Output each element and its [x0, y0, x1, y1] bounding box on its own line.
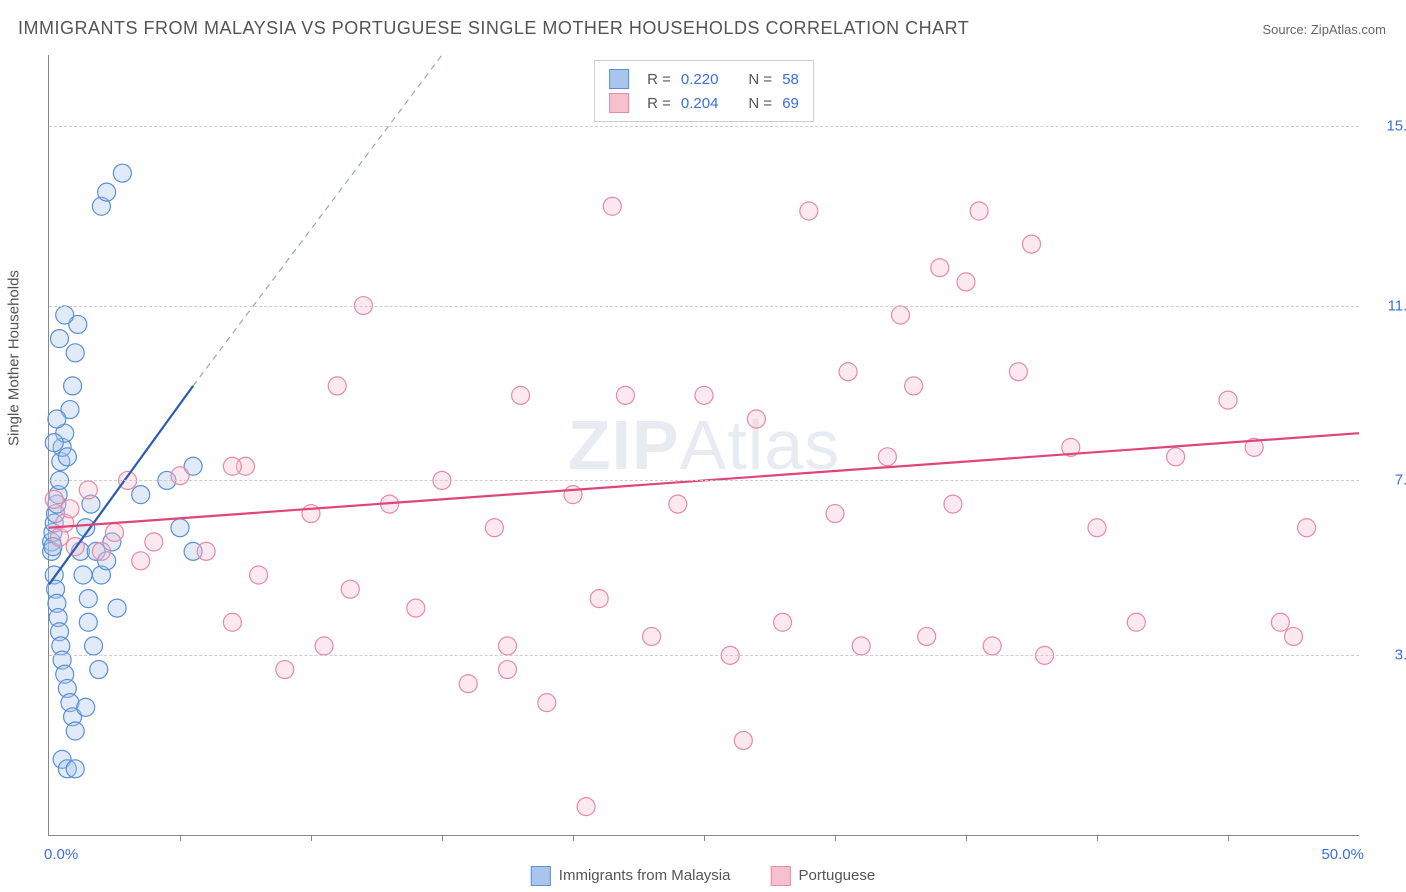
data-point: [79, 481, 97, 499]
y-tick-label: 11.2%: [1369, 297, 1406, 314]
y-axis-title: Single Mother Households: [6, 270, 23, 446]
data-point: [512, 386, 530, 404]
data-point: [45, 434, 63, 452]
data-point: [79, 590, 97, 608]
data-point: [132, 486, 150, 504]
data-point: [892, 306, 910, 324]
data-point: [499, 661, 517, 679]
data-point: [590, 590, 608, 608]
scatter-plot-area: ZIPAtlas R = 0.220 N = 58 R = 0.204 N = …: [48, 55, 1359, 836]
data-point: [145, 533, 163, 551]
data-point: [826, 505, 844, 523]
data-point: [79, 613, 97, 631]
data-point: [1009, 363, 1027, 381]
source-label: Source:: [1262, 22, 1310, 37]
data-point: [50, 330, 68, 348]
data-point: [108, 599, 126, 617]
y-tick-label: 15.0%: [1369, 117, 1406, 134]
data-point: [1219, 391, 1237, 409]
x-axis-max-label: 50.0%: [1321, 846, 1364, 863]
x-axis-min-label: 0.0%: [44, 846, 78, 863]
data-point: [56, 306, 74, 324]
data-point: [1088, 519, 1106, 537]
data-point: [747, 410, 765, 428]
data-point: [1127, 613, 1145, 631]
data-point: [45, 490, 63, 508]
y-tick-label: 3.8%: [1369, 647, 1406, 664]
data-point: [1167, 448, 1185, 466]
data-point: [499, 637, 517, 655]
data-point: [74, 566, 92, 584]
data-point: [276, 661, 294, 679]
chart-title: IMMIGRANTS FROM MALAYSIA VS PORTUGUESE S…: [18, 18, 969, 39]
data-point: [250, 566, 268, 584]
data-point: [328, 377, 346, 395]
data-point: [98, 183, 116, 201]
data-point: [931, 259, 949, 277]
data-point: [64, 377, 82, 395]
data-point: [197, 542, 215, 560]
source-attribution: Source: ZipAtlas.com: [1262, 22, 1386, 37]
data-point: [171, 467, 189, 485]
data-point: [603, 197, 621, 215]
data-point: [774, 613, 792, 631]
data-point: [132, 552, 150, 570]
data-point: [223, 613, 241, 631]
legend-item-1: Immigrants from Malaysia: [531, 866, 731, 886]
data-point: [878, 448, 896, 466]
data-point: [407, 599, 425, 617]
data-point: [106, 523, 124, 541]
legend-label-2: Portuguese: [798, 867, 875, 884]
plot-svg: [49, 55, 1359, 835]
data-point: [852, 637, 870, 655]
data-point: [577, 798, 595, 816]
data-point: [459, 675, 477, 693]
source-value: ZipAtlas.com: [1311, 22, 1386, 37]
data-point: [223, 457, 241, 475]
data-point: [341, 580, 359, 598]
data-point: [92, 542, 110, 560]
data-point: [302, 505, 320, 523]
legend-swatch-1: [531, 866, 551, 886]
data-point: [315, 637, 333, 655]
data-point: [66, 344, 84, 362]
data-point: [66, 760, 84, 778]
legend-swatch-2: [770, 866, 790, 886]
data-point: [58, 448, 76, 466]
data-point: [113, 164, 131, 182]
data-point: [800, 202, 818, 220]
data-point: [564, 486, 582, 504]
series-legend: Immigrants from Malaysia Portuguese: [531, 866, 875, 886]
data-point: [839, 363, 857, 381]
data-point: [970, 202, 988, 220]
legend-label-1: Immigrants from Malaysia: [559, 867, 731, 884]
data-point: [905, 377, 923, 395]
data-point: [734, 731, 752, 749]
data-point: [171, 519, 189, 537]
data-point: [66, 722, 84, 740]
data-point: [85, 637, 103, 655]
data-point: [669, 495, 687, 513]
data-point: [1285, 627, 1303, 645]
data-point: [61, 500, 79, 518]
data-point: [538, 694, 556, 712]
data-point: [485, 519, 503, 537]
data-point: [643, 627, 661, 645]
data-point: [918, 627, 936, 645]
data-point: [90, 661, 108, 679]
data-point: [77, 698, 95, 716]
legend-item-2: Portuguese: [770, 866, 875, 886]
data-point: [983, 637, 1001, 655]
data-point: [957, 273, 975, 291]
data-point: [616, 386, 634, 404]
data-point: [695, 386, 713, 404]
data-point: [48, 410, 66, 428]
data-point: [1023, 235, 1041, 253]
data-point: [944, 495, 962, 513]
data-point: [1271, 613, 1289, 631]
y-tick-label: 7.5%: [1369, 472, 1406, 489]
data-point: [1298, 519, 1316, 537]
